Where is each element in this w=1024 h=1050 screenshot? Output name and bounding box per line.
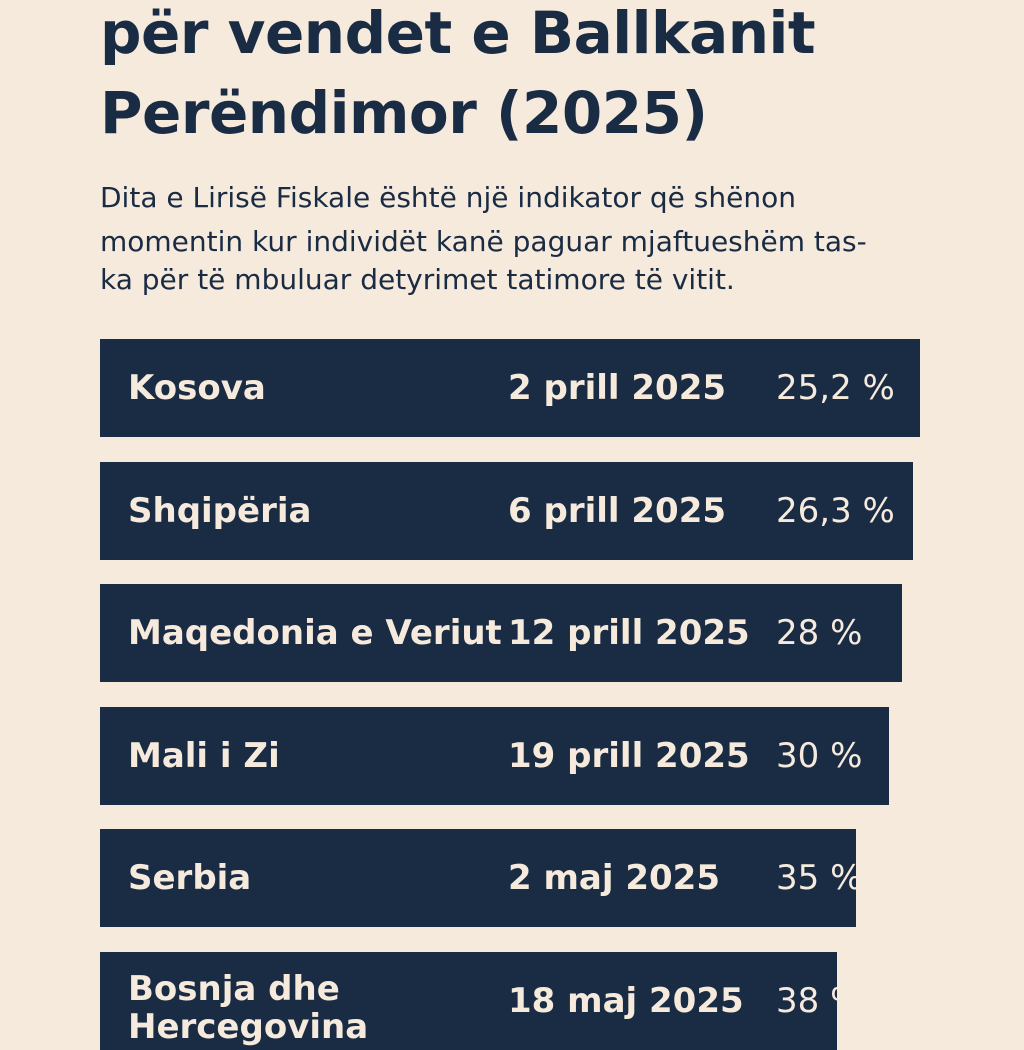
bar-label-country: Bosnja dhe Hercegovina <box>128 969 369 1047</box>
bar-value-label: 26,3 % <box>776 491 895 531</box>
bar-label-date: 2 maj 2025 <box>508 858 720 898</box>
bar-value-label: 28 % <box>776 613 863 653</box>
bar-4: Serbia 2 maj 2025 35 % <box>100 829 856 927</box>
bar-3: Mali i Zi 19 prill 2025 30 % <box>100 707 889 805</box>
page-title-line-1: për vendet e Ballkanit <box>100 0 816 67</box>
bar-2: Maqedonia e Veriut 12 prill 2025 28 % <box>100 584 902 682</box>
description-line-3: ka për të mbuluar detyrimet tatimore të … <box>100 263 735 296</box>
bar-0: Kosova 2 prill 2025 25,2 % <box>100 339 920 437</box>
bar-value-label: 35 % <box>776 858 856 898</box>
bar-label-country: Maqedonia e Veriut <box>128 613 502 653</box>
description-line-2: momentin kur individët kanë paguar mjaft… <box>100 225 867 258</box>
bar-label-country: Mali i Zi <box>128 736 280 776</box>
description-line-1: Dita e Lirisë Fiskale është një indikato… <box>100 181 796 214</box>
bar-1: Shqipëria 6 prill 2025 26,3 % <box>100 462 913 560</box>
bar-label-date: 6 prill 2025 <box>508 491 727 531</box>
bar-label-country: Shqipëria <box>128 491 312 531</box>
bar-value-label: 38 % <box>776 981 837 1021</box>
bar-value-label: 30 % <box>776 736 863 776</box>
bar-label-date: 12 prill 2025 <box>508 613 750 653</box>
bar-5: Bosnja dhe Hercegovina 18 maj 2025 38 % <box>100 952 837 1050</box>
bar-label-country: Serbia <box>128 858 252 898</box>
bar-label-date: 18 maj 2025 <box>508 981 744 1021</box>
bar-label-country: Kosova <box>128 368 266 408</box>
bar-value-label: 25,2 % <box>776 368 895 408</box>
bar-label-date: 2 prill 2025 <box>508 368 727 408</box>
bar-label-date: 19 prill 2025 <box>508 736 750 776</box>
page-title-line-2: Perëndimor (2025) <box>100 79 708 147</box>
